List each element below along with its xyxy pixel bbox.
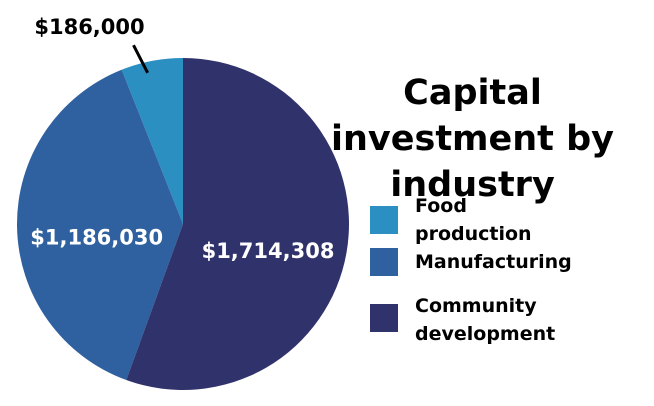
legend-label: Manufacturing <box>415 251 572 273</box>
data-label: $186,000 <box>34 15 144 39</box>
legend-swatch <box>370 206 398 234</box>
legend-label: Community development <box>415 295 556 345</box>
pie-slice <box>126 58 349 390</box>
legend-item: Community development <box>370 292 555 348</box>
chart-title: Capital investment by industry <box>331 73 614 205</box>
legend-label: Food production <box>415 195 532 245</box>
legend-item: Manufacturing <box>370 248 585 276</box>
pie-slice <box>17 69 183 381</box>
data-label: $1,186,030 <box>30 225 163 249</box>
legend-swatch <box>370 248 398 276</box>
data-label: $1,714,308 <box>202 239 335 263</box>
legend-item: Food production <box>370 192 585 248</box>
leader-line <box>132 44 149 74</box>
pie-slice <box>121 58 183 224</box>
legend-swatch <box>370 304 398 332</box>
